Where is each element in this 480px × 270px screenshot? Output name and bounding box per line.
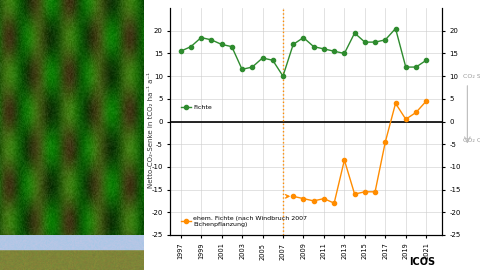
Text: ICOS: ICOS	[409, 257, 435, 267]
Text: Netto-CO₂-Senke in tCO₂ ha⁻¹ a⁻¹: Netto-CO₂-Senke in tCO₂ ha⁻¹ a⁻¹	[148, 72, 154, 188]
Text: CO₂ Quelle: CO₂ Quelle	[463, 137, 480, 142]
Text: CO₂ Senke: CO₂ Senke	[463, 74, 480, 79]
Legend: ehem. Fichte (nach Windbruch 2007
Eichenpflanzung): ehem. Fichte (nach Windbruch 2007 Eichen…	[179, 214, 310, 230]
